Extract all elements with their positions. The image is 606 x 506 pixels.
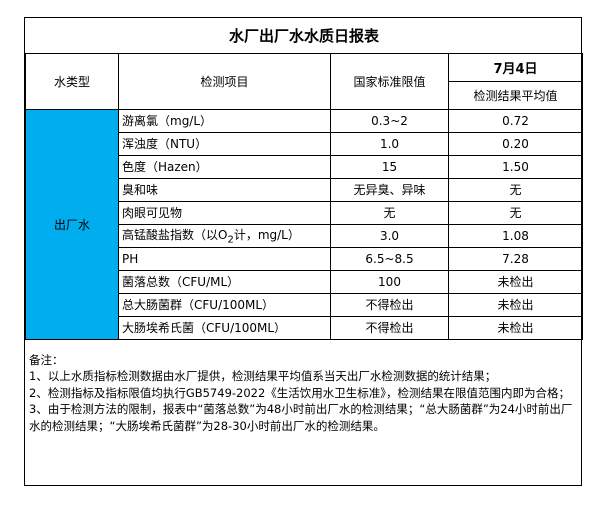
water-type-cell: 出厂水 — [25, 108, 119, 340]
result-cell: 未检出 — [447, 269, 584, 294]
item-subscript: 2 — [227, 234, 234, 246]
table-row: 出厂水 游离氯（mg/L） 0.3~2 0.72 — [25, 108, 584, 340]
result-cell: 无 — [447, 200, 584, 225]
result-cell: 无 — [447, 177, 584, 202]
limit-cell: 6.5~8.5 — [330, 246, 449, 271]
item-text: 高锰酸盐指数（以O — [122, 227, 228, 242]
limit-cell: 不得检出 — [330, 315, 449, 340]
header-date: 7月4日 — [447, 52, 584, 82]
table-row: 臭和味 无异臭、异味无 — [26, 177, 584, 202]
table-row: 高锰酸盐指数（以O2计，mg/L） 3.0 1.08 — [26, 223, 584, 248]
report-title: 水厂出厂水水质日报表 — [25, 18, 583, 54]
header-water-type: 水类型 — [25, 52, 119, 110]
limit-cell: 0.3~2 — [330, 108, 449, 133]
table-row: 色度（Hazen） 15 1.50 — [26, 154, 584, 179]
result-cell: 未检出 — [447, 315, 584, 340]
item-cell: 大肠埃希氏菌（CFU/100ML） — [118, 315, 331, 340]
item-cell: 高锰酸盐指数（以O2计，mg/L） — [118, 223, 331, 248]
table-row: 浑浊度（NTU） 1.0 0.20 — [26, 131, 584, 156]
result-cell: 1.08 — [447, 223, 584, 248]
header-limit: 国家标准限值 — [330, 52, 449, 110]
item-cell: PH — [118, 246, 331, 271]
item-cell: 色度（Hazen） — [118, 154, 331, 179]
note-line: 2、检测指标及指标限值均执行GB5749-2022《生活饮用水卫生标准》，检测结… — [29, 385, 571, 400]
notes: 备注： 1、以上水质指标检测数据由水厂提供，检测结果平均值系当天出厂水检测数据的… — [25, 340, 581, 435]
table-row: 菌落总数（CFU/ML） 100 未检出 — [26, 269, 584, 294]
header-item: 检测项目 — [118, 52, 331, 110]
limit-cell: 1.0 — [330, 131, 449, 156]
item-cell: 浑浊度（NTU） — [118, 131, 331, 156]
note-line: 1、以上水质指标检测数据由水厂提供，检测结果平均值系当天出厂水检测数据的统计结果… — [29, 369, 497, 383]
water-quality-report: 水厂出厂水水质日报表 水类型 检测项目 国家标准限值 7月4日 检测结果平均值 … — [24, 17, 584, 486]
limit-cell: 无异臭、异味 — [330, 177, 449, 202]
table-row: 大肠埃希氏菌（CFU/100ML） 不得检出 未检出 — [26, 315, 584, 340]
item-cell: 肉眼可见物 — [118, 200, 331, 225]
limit-cell: 100 — [330, 269, 449, 294]
item-cell: 总大肠菌群（CFU/100ML） — [118, 292, 331, 317]
limit-cell: 15 — [330, 154, 449, 179]
note-line: 3、由于检测方法的限制，报表中“菌落总数”为48小时前出厂水的检测结果；“总大肠… — [29, 402, 573, 433]
limit-cell: 无 — [330, 200, 449, 225]
item-cell: 菌落总数（CFU/ML） — [118, 269, 331, 294]
result-cell: 7.28 — [447, 246, 584, 271]
header-result: 检测结果平均值 — [447, 80, 584, 110]
table-row: 肉眼可见物无无 — [26, 200, 584, 225]
limit-cell: 3.0 — [330, 223, 449, 248]
report-table: 水厂出厂水水质日报表 水类型 检测项目 国家标准限值 7月4日 检测结果平均值 … — [25, 18, 584, 340]
item-cell: 游离氯（mg/L） — [118, 108, 331, 133]
note-line: 备注： — [29, 352, 64, 367]
result-cell: 未检出 — [447, 292, 584, 317]
result-cell: 1.50 — [447, 154, 584, 179]
limit-cell: 不得检出 — [330, 292, 449, 317]
table-row: PH 6.5~8.5 7.28 — [26, 246, 584, 271]
item-text: 计，mg/L） — [233, 227, 300, 242]
item-cell: 臭和味 — [118, 177, 331, 202]
result-cell: 0.20 — [447, 131, 584, 156]
result-cell: 0.72 — [447, 108, 584, 133]
